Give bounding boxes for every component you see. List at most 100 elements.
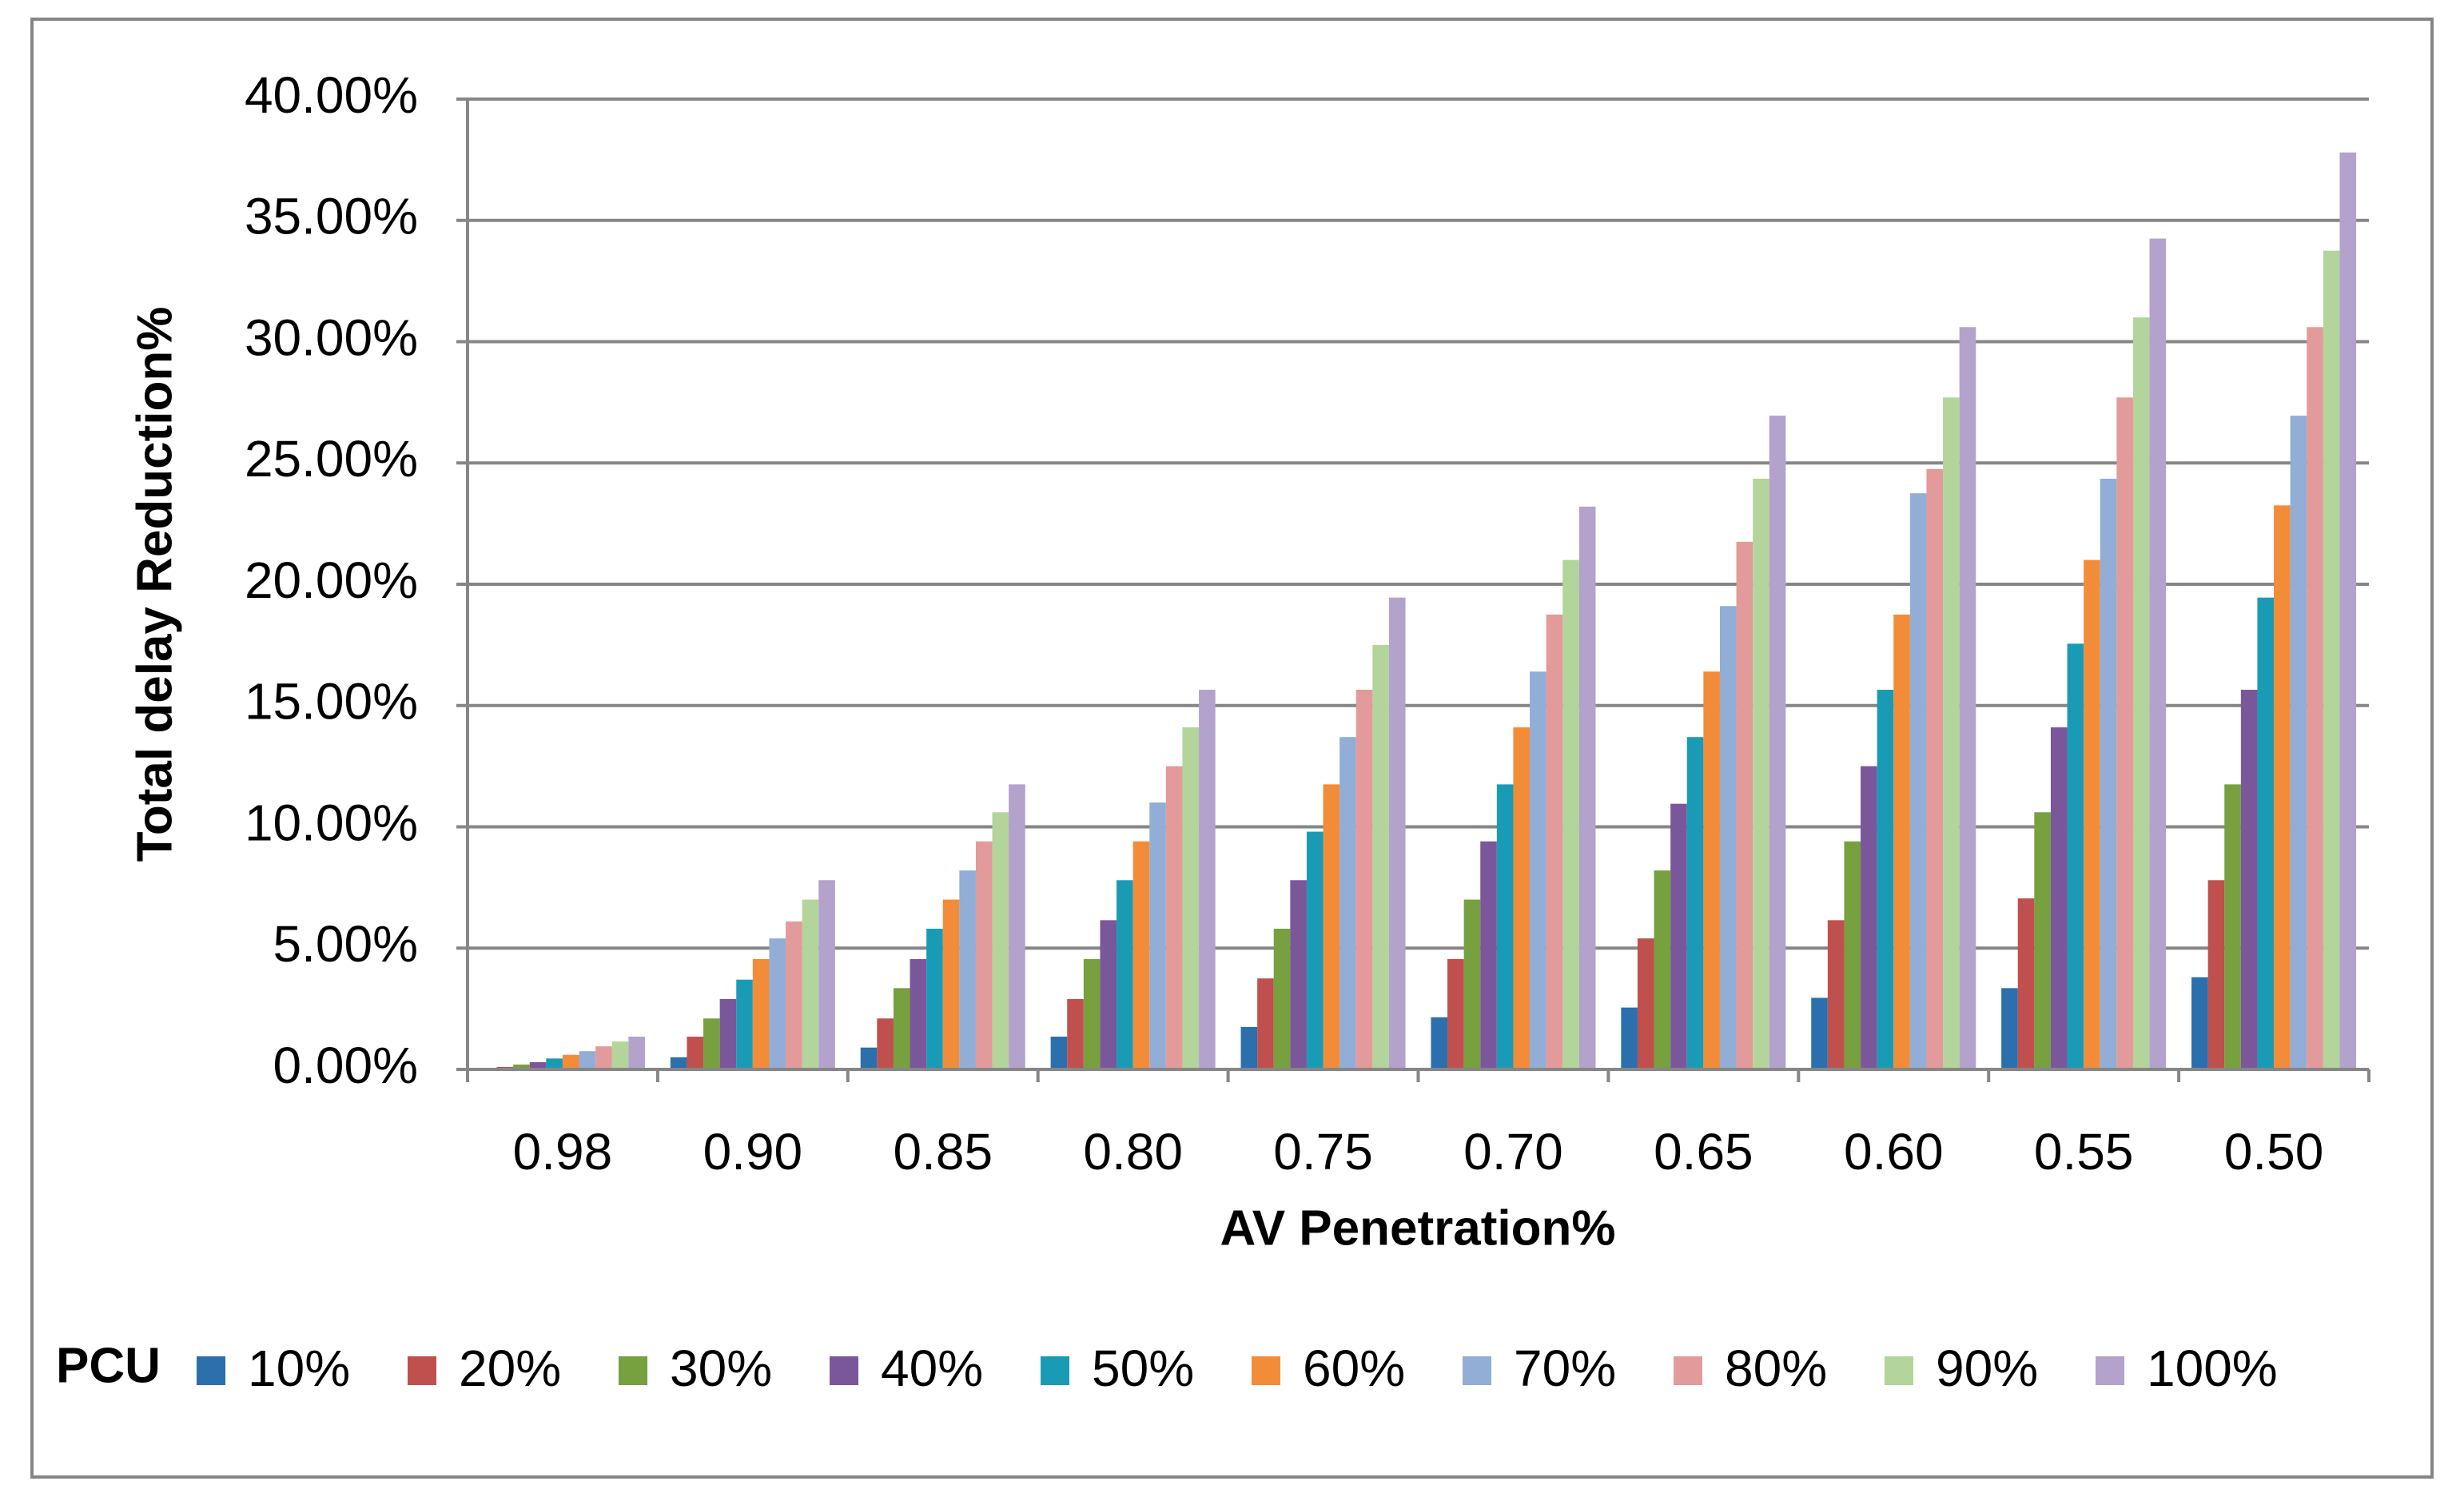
bar [1050,1037,1068,1069]
x-tick-label: 0.70 [1463,1123,1563,1180]
y-axis-title: Total delay Reduction% [127,307,182,862]
bar [2001,988,2018,1069]
legend-label: 20% [459,1340,561,1397]
bar [2132,317,2150,1069]
bar [1670,803,1687,1069]
bar [1355,690,1373,1069]
bar [1578,506,1596,1069]
bar [1273,928,1291,1069]
y-tick-label: 30.00% [245,309,418,366]
bar [2224,784,2241,1069]
x-tick-label: 0.65 [1654,1123,1753,1180]
bar [1372,644,1389,1069]
legend-swatch [408,1356,436,1385]
legend-swatch [619,1356,647,1385]
bar [1431,1017,1448,1069]
legend-label: 70% [1514,1340,1616,1397]
bar [1083,958,1101,1069]
bar [579,1051,596,1069]
bar [719,998,737,1069]
bar [1926,468,1944,1069]
legend-swatch [1674,1356,1702,1385]
legend-label: 80% [1725,1340,1827,1397]
x-tick-label: 0.98 [513,1123,613,1180]
bar [1199,690,1216,1069]
bar [736,979,753,1069]
y-tick-label: 5.00% [273,915,418,973]
bar [1257,978,1274,1069]
legend-swatch [1252,1356,1280,1385]
bar [2207,880,2225,1069]
legend-swatch [1885,1356,1913,1385]
bar [1654,870,1671,1069]
x-tick-label: 0.55 [2034,1123,2134,1180]
bar [1496,784,1514,1069]
bar [1117,880,1133,1069]
y-tick-label: 10.00% [245,794,418,851]
x-tick-label: 0.50 [2224,1123,2324,1180]
bar [818,880,835,1069]
y-tick-label: 35.00% [245,188,418,245]
bar [703,1018,720,1069]
bar [687,1037,704,1069]
bar [877,1018,894,1069]
bar [1811,997,1828,1069]
bar [2116,397,2133,1069]
bar [529,1061,547,1069]
bar [1513,727,1531,1069]
bar [975,841,993,1069]
bar [2339,152,2357,1069]
bar [1290,880,1307,1069]
bar [893,988,910,1069]
bar [1009,784,1025,1069]
bar [992,812,1009,1069]
legend-label: 100% [2147,1340,2278,1397]
bar [1388,597,1406,1069]
legend-label: 90% [1936,1340,2038,1397]
bar [2240,690,2258,1069]
chart-border [30,18,2434,1479]
bar [1546,614,1563,1069]
bar [2050,727,2068,1069]
x-tick-label: 0.80 [1083,1123,1183,1180]
legend-swatch [197,1356,225,1385]
bar [2191,977,2208,1069]
legend-label: 30% [670,1340,772,1397]
bar [2017,898,2035,1069]
bar [1323,784,1340,1069]
bar [670,1057,687,1069]
bar [1943,397,1960,1069]
bar [1240,1026,1258,1069]
bar [910,958,927,1069]
bar [1959,327,1976,1069]
legend-label: 50% [1092,1340,1194,1397]
legend-label: 40% [881,1340,983,1397]
bar [1877,690,1894,1069]
bar [2257,597,2275,1069]
bar [1530,671,1546,1069]
legend-swatch [2096,1356,2124,1385]
legend-label: 60% [1303,1340,1405,1397]
legend-swatch [1041,1356,1069,1385]
legend-swatch [1463,1356,1491,1385]
bar [2274,505,2291,1069]
y-tick-label: 40.00% [245,66,418,124]
bar [2323,250,2340,1069]
bar [942,899,960,1069]
bar [1447,958,1464,1069]
x-tick-label: 0.75 [1273,1123,1373,1180]
bar [786,921,802,1069]
bar [1703,671,1720,1069]
bar [1067,998,1084,1069]
bar [860,1047,878,1069]
y-tick-label: 20.00% [245,551,418,609]
bar [1480,841,1497,1069]
bar [628,1037,645,1069]
bar [595,1046,612,1069]
x-tick-label: 0.85 [893,1123,993,1180]
bar [2084,559,2100,1069]
bar [1753,478,1769,1069]
bar [2290,416,2307,1069]
bar [959,870,976,1069]
